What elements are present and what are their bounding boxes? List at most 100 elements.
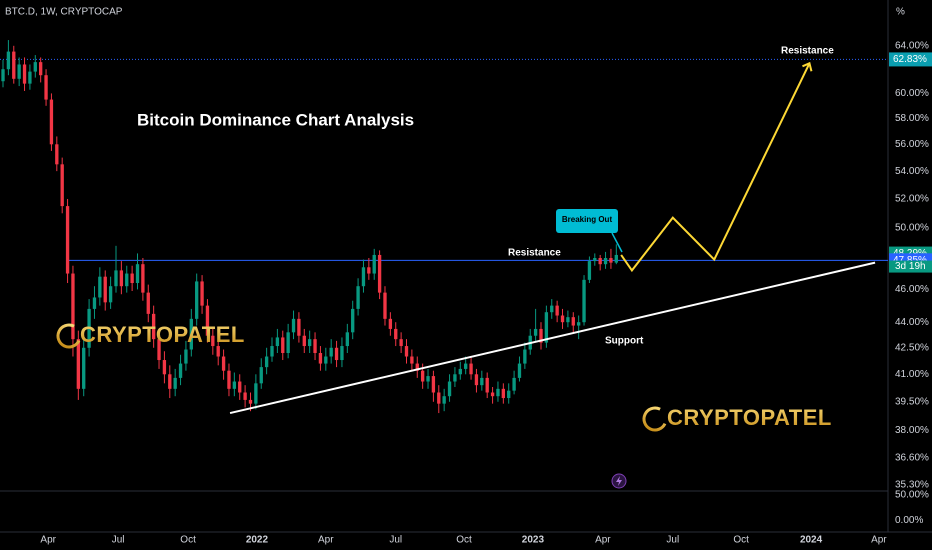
candle-body: [189, 318, 193, 350]
indicator-tick-label: 0.00%: [895, 515, 923, 526]
candle-body: [55, 144, 59, 165]
y-tick-label: 39.50%: [895, 396, 929, 407]
logo: CRYPTOPATEL: [642, 405, 832, 432]
support-label: Support: [605, 336, 644, 347]
y-tick-label: 54.00%: [895, 166, 929, 177]
candle-body: [474, 374, 479, 386]
price-label: 47.85%: [893, 255, 927, 266]
candle-body: [275, 337, 280, 347]
candle-body: [200, 281, 204, 306]
candle-body: [227, 370, 231, 389]
countdown: 3d 19h: [895, 261, 926, 272]
candle-body: [238, 381, 242, 393]
candle-body: [33, 62, 37, 72]
y-tick-label: 60.00%: [895, 88, 929, 99]
breakout-box: [556, 209, 618, 233]
candle-body: [485, 377, 489, 393]
candle-body: [593, 258, 597, 262]
logo: CRYPTOPATEL: [56, 322, 244, 349]
candle-body: [523, 349, 527, 364]
candle-body: [1, 69, 5, 82]
candle-body: [512, 377, 516, 391]
candle-body: [259, 367, 263, 384]
indicator-tick-label: 50.00%: [895, 489, 929, 500]
candle-body: [345, 332, 349, 347]
candle-body: [141, 264, 145, 293]
y-tick-label: 42.50%: [895, 342, 929, 353]
chart-title: Bitcoin Dominance Chart Analysis: [137, 110, 414, 129]
candle-body: [539, 328, 543, 343]
target-label: Resistance: [781, 46, 834, 57]
candle-body: [243, 392, 247, 400]
x-tick-label: Jul: [389, 535, 402, 546]
candle-body: [216, 346, 220, 357]
resistance-label: Resistance: [508, 248, 561, 259]
y-tick-label: 35.30%: [895, 479, 929, 490]
candle-body: [281, 337, 285, 354]
candle-body: [544, 312, 549, 343]
candle-body: [394, 328, 398, 340]
candle-body: [609, 258, 613, 263]
candle-body: [211, 335, 215, 347]
projection-path: [620, 62, 811, 273]
candle-body: [318, 353, 323, 364]
candle-body: [195, 281, 199, 319]
candle-body: [377, 254, 382, 293]
axis-unit: %: [896, 7, 905, 18]
candle-body: [404, 346, 409, 357]
countdown-box: [889, 260, 932, 273]
candle-body: [6, 51, 11, 70]
breakout-arrow: [611, 232, 623, 253]
candle-body: [87, 308, 91, 348]
candle-body: [302, 335, 306, 347]
candle-body: [582, 279, 586, 323]
candle-body: [76, 339, 80, 389]
candle-body: [367, 267, 371, 274]
y-tick-label: 44.00%: [895, 317, 929, 328]
candle-body: [447, 381, 452, 397]
candle-body: [248, 399, 253, 404]
watermark: CRYPTOPATEL: [667, 405, 832, 430]
candle-body: [458, 368, 462, 375]
candle-body: [410, 356, 414, 364]
candle-body: [324, 356, 328, 364]
candle-body: [162, 360, 167, 375]
candle-body: [168, 374, 172, 389]
candle-body: [184, 349, 188, 364]
candle-body: [71, 273, 75, 340]
candle-body: [442, 396, 446, 404]
candle-body: [340, 346, 344, 361]
candle-body: [560, 315, 565, 323]
candle-body: [566, 317, 570, 323]
candle-body: [361, 267, 366, 287]
x-tick-label: Apr: [595, 535, 611, 546]
y-tick-label: 36.60%: [895, 453, 929, 464]
candle-body: [372, 254, 376, 274]
candle-body: [28, 71, 32, 84]
candle-body: [205, 305, 210, 336]
candle-body: [39, 62, 43, 76]
candle-body: [517, 363, 522, 378]
candle-body: [307, 339, 312, 347]
candle-body: [490, 392, 495, 397]
candle-body: [501, 388, 506, 399]
candle-body: [65, 206, 70, 274]
candle-body: [571, 317, 575, 326]
candle-body: [576, 322, 581, 326]
candle-body: [480, 377, 484, 386]
candle-body: [178, 363, 183, 378]
candle-body: [507, 390, 511, 399]
candle-body: [496, 388, 500, 397]
x-tick-label: Jul: [666, 535, 679, 546]
y-tick-label: 56.00%: [895, 139, 929, 150]
candle-body: [533, 328, 538, 336]
indicator-icon[interactable]: [611, 473, 627, 489]
candle-body: [130, 273, 134, 284]
plot: 64.00% 60.00% 58.00% 56.00% 54.00% 52.00% 50.0…: [0, 40, 932, 546]
y-tick-label: 46.00%: [895, 284, 929, 295]
y-tick-label: 64.00%: [895, 40, 929, 51]
candle-body: [415, 363, 419, 371]
y-tick-label: 52.00%: [895, 194, 929, 205]
candle-body: [431, 376, 436, 393]
